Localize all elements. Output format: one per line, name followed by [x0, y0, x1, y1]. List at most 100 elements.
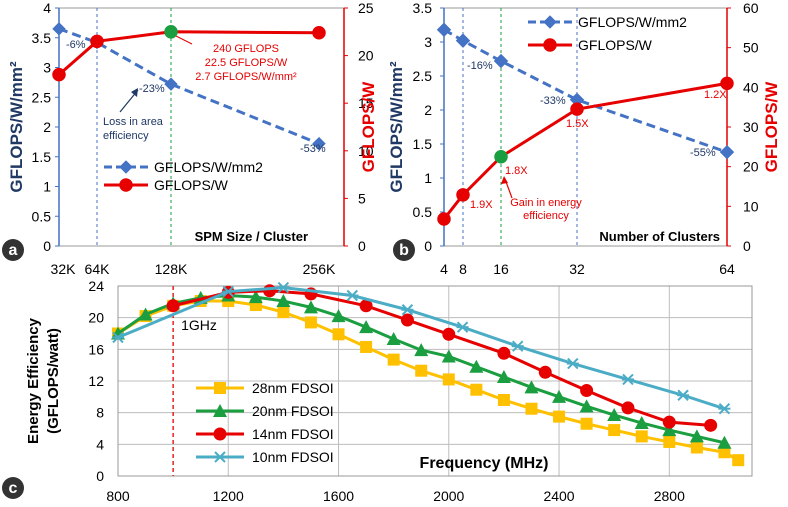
panel-c-legend-marker: [213, 427, 227, 441]
panel-c-legend-marker: [214, 382, 226, 394]
panel-c-legend-label: 14nm FDSOI: [252, 426, 334, 442]
panel-c-point: [621, 401, 635, 415]
panel-b-gain-label: 1.9X: [470, 199, 493, 211]
panel-c-point: [332, 328, 345, 341]
panel-c-point: [552, 389, 567, 403]
panel-a-badge-circle: [2, 239, 24, 261]
panel-b-left-tick: 0: [424, 238, 432, 254]
panel-a-left-tick: 1: [43, 179, 51, 195]
panel-b-left-tick: 0.5: [413, 204, 433, 220]
panel-c-point: [580, 417, 593, 430]
panel-c-point: [538, 365, 552, 379]
panel-c-point: [607, 408, 622, 422]
panel-c-legend-label: 10nm FDSOI: [252, 449, 334, 465]
panel-b-gflops-w-mm2-point: [436, 22, 452, 37]
panel-b-legend-marker-2: [543, 38, 557, 52]
panel-b-left-tick: 2.5: [413, 68, 433, 84]
panel-c-point: [248, 290, 263, 304]
panel-b-gflops-w-point: [437, 212, 451, 226]
panel-c-point: [634, 415, 649, 429]
panel-c-point: [496, 370, 511, 384]
panel-b-badge-circle: [393, 239, 415, 261]
panel-c-point: [579, 399, 594, 413]
panel-b-left-tick: 1.5: [413, 136, 433, 152]
panel-c-point: [263, 284, 277, 298]
panel-c-point: [662, 415, 676, 429]
panel-a-left-tick: 2: [43, 119, 51, 135]
panel-c-point: [690, 441, 703, 454]
panel-b-left-tick: 3.5: [413, 0, 433, 16]
panel-c-point: [732, 454, 745, 467]
panel-b-right-tick: 50: [743, 40, 759, 56]
panel-a-right-axis-label: GFLOPS/W: [359, 81, 378, 173]
panel-b-right-tick: 0: [743, 238, 751, 254]
panel-a-left-tick: 0.5: [32, 208, 52, 224]
panel-b-gflops-w-point: [720, 76, 734, 91]
panel-a-highlight-text: 22.5 GFLOPS/W: [205, 57, 288, 69]
panel-b-note-text: Gain in energy: [510, 197, 582, 209]
panel-a-gflops-w-point: [90, 34, 104, 49]
panel-b-gflops-w-point: [494, 150, 508, 164]
panel-b-right-tick: 30: [743, 119, 759, 135]
panel-c-point: [621, 373, 634, 386]
panel-c-point: [469, 359, 484, 373]
panel-c-point: [718, 403, 731, 415]
panel-a-gflops-w-point: [164, 25, 178, 39]
panel-a-legend-label-2: GFLOPS/W: [154, 177, 229, 193]
panel-c-x-tick: 1600: [323, 488, 354, 504]
panel-b-left-tick: 2: [424, 102, 432, 118]
panel-c-point: [689, 429, 704, 443]
panel-a-gflops-w-mm2-point: [52, 22, 66, 36]
panel-c-x-axis-label: Frequency (MHz): [420, 455, 549, 472]
panel-b-right-tick: 20: [743, 159, 759, 175]
panel-c-point: [470, 383, 483, 396]
panel-b-right-tick: 60: [743, 0, 759, 16]
panel-a-x-tick: 128K: [155, 261, 188, 277]
panel-b-right-axis-label: GFLOPS/W: [762, 81, 781, 173]
panel-c-x-tick: 2800: [654, 488, 685, 504]
arrow-head-icon: [131, 88, 138, 97]
panel-c-frame: [117, 285, 753, 477]
panel-c-point: [401, 304, 414, 316]
panel-c-point: [566, 357, 579, 370]
panel-a-left-tick: 1.5: [32, 149, 52, 165]
panel-b-x-axis-label: Number of Clusters: [599, 229, 720, 244]
panel-c-point: [415, 364, 428, 377]
panel-c-y-axis-label-2: (GFLOPS/watt): [45, 328, 62, 434]
panel-c-point: [525, 402, 538, 415]
panel-c-point: [277, 306, 290, 319]
panel-c-x-tick: 2400: [543, 488, 574, 504]
panel-c-y-tick: 8: [96, 405, 104, 421]
panel-c-point: [663, 435, 676, 448]
panel-c-y-tick: 24: [88, 278, 104, 294]
panel-b-x-tick: 32: [569, 261, 585, 277]
panel-a-left-tick: 3.5: [32, 30, 52, 46]
panel-b-gflops-w-point: [570, 102, 584, 116]
panel-c-point: [497, 394, 510, 406]
panel-b-x-tick: 4: [440, 261, 448, 277]
panel-b-gflops-w-mm2-point: [719, 144, 735, 160]
panel-b-x-tick: 64: [719, 261, 735, 277]
panel-a-gflops-w-point: [312, 26, 326, 40]
panel-c-point: [276, 294, 291, 308]
panel-a-left-axis-label: GFLOPS/W/mm²: [7, 61, 26, 193]
panel-c-point: [414, 343, 429, 357]
panel-c-point: [138, 307, 153, 321]
panel-c-point: [331, 309, 346, 323]
panel-a-gflops-w-mm2-point: [312, 136, 326, 151]
panel-c-point: [441, 349, 456, 363]
panel-a-right-tick: 5: [358, 190, 366, 206]
panel-a-x-axis-label: SPM Size / Cluster: [195, 229, 308, 244]
panel-c-1ghz-label: 1GHz: [181, 317, 217, 333]
panel-c-legend-label: 28nm FDSOI: [252, 380, 334, 396]
panel-b-gain-label: 1.8X: [505, 165, 528, 177]
panel-b-series-gflops-w-mm2-line: [443, 28, 728, 154]
panel-c-point: [359, 299, 373, 313]
panel-b-gflops-w-point: [456, 188, 470, 202]
panel-c-point: [112, 331, 124, 344]
panel-c-x-tick: 800: [106, 488, 130, 504]
panel-c-point: [704, 418, 718, 432]
panel-a-percent-label: -23%: [139, 83, 165, 95]
panel-c-point: [386, 332, 401, 346]
panel-c-y-tick: 12: [88, 373, 104, 389]
